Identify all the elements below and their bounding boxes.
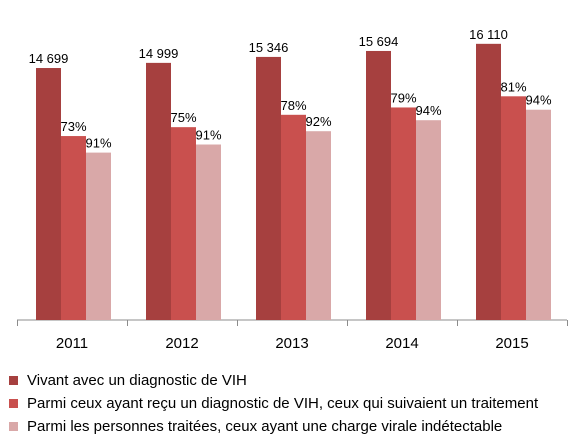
axis-layer (17, 319, 568, 326)
data-label-series-3-2012: 91% (195, 128, 221, 143)
x-tick-label-2015: 2015 (495, 335, 528, 352)
bar-series-2-2011 (61, 136, 86, 320)
bar-series-3-2012 (196, 144, 221, 320)
bar-series-1-2014 (366, 50, 391, 321)
x-tick-label-2011: 2011 (56, 335, 88, 352)
data-label-series-1-2014: 15 694 (359, 34, 399, 49)
data-labels-layer: 14 699 73% 91% 14 999 75% 91% 15 346 78%92% 15 6… (29, 27, 552, 151)
data-label-series-3-2011: 91% (85, 136, 111, 151)
bar-chart: 14 699 73% 91% 14 999 75% 91% 15 346 78%92% 15 6… (17, 27, 568, 352)
bar-series-3-2013 (306, 131, 331, 320)
bar-series-2-2015 (501, 96, 526, 320)
x-tick-label-2012: 2012 (165, 335, 198, 352)
bar-series-3-2011 (86, 152, 111, 320)
x-tick-label-2014: 2014 (385, 335, 418, 352)
data-label-series-2-2012: 75% (170, 110, 196, 125)
data-label-series-2-2014: 79% (390, 90, 416, 105)
data-label-series-3-2013: 92% (305, 114, 331, 129)
bar-series-1-2015 (476, 43, 501, 320)
data-label-series-1-2012: 14 999 (139, 46, 179, 61)
legend-item-series-1: Vivant avec un diagnostic de VIH (8, 370, 587, 392)
bar-series-2-2013 (281, 114, 306, 320)
data-label-series-2-2013: 78% (280, 98, 306, 113)
bar-series-3-2014 (416, 120, 441, 321)
bar-series-1-2011 (36, 68, 61, 320)
bar-series-1-2012 (146, 62, 171, 320)
data-label-series-2-2015: 81% (500, 79, 526, 94)
data-label-series-3-2015: 94% (525, 93, 551, 108)
legend-swatch-series-2 (9, 399, 18, 408)
legend-swatch-series-3 (9, 422, 18, 431)
legend-item-series-2: Parmi ceux ayant reçu un diagnostic de V… (8, 393, 587, 415)
bar-series-2-2012 (171, 127, 196, 320)
bars-layer (36, 43, 551, 321)
bar-series-1-2013 (256, 56, 281, 320)
legend-label-series-3: Parmi les personnes traitées, ceux ayant… (27, 418, 503, 435)
x-tick-label-2013: 2013 (275, 335, 308, 352)
legend-swatch-series-1 (9, 376, 18, 385)
bar-series-3-2015 (526, 109, 551, 321)
tick-labels-layer: 2011 2012 2013 2014 2015 (56, 335, 529, 352)
data-label-series-1-2011: 14 699 (29, 51, 69, 66)
legend-label-series-2: Parmi ceux ayant reçu un diagnostic de V… (27, 395, 539, 412)
legend: Vivant avec un diagnostic de VIH Parmi c… (8, 370, 587, 439)
data-label-series-2-2011: 73% (60, 119, 86, 134)
legend-item-series-3: Parmi les personnes traitées, ceux ayant… (8, 416, 587, 438)
data-label-series-1-2013: 15 346 (249, 40, 289, 55)
legend-label-series-1: Vivant avec un diagnostic de VIH (27, 372, 247, 389)
data-label-series-1-2015: 16 110 (469, 27, 508, 42)
data-label-series-3-2014: 94% (415, 103, 441, 118)
bar-series-2-2014 (391, 107, 416, 320)
